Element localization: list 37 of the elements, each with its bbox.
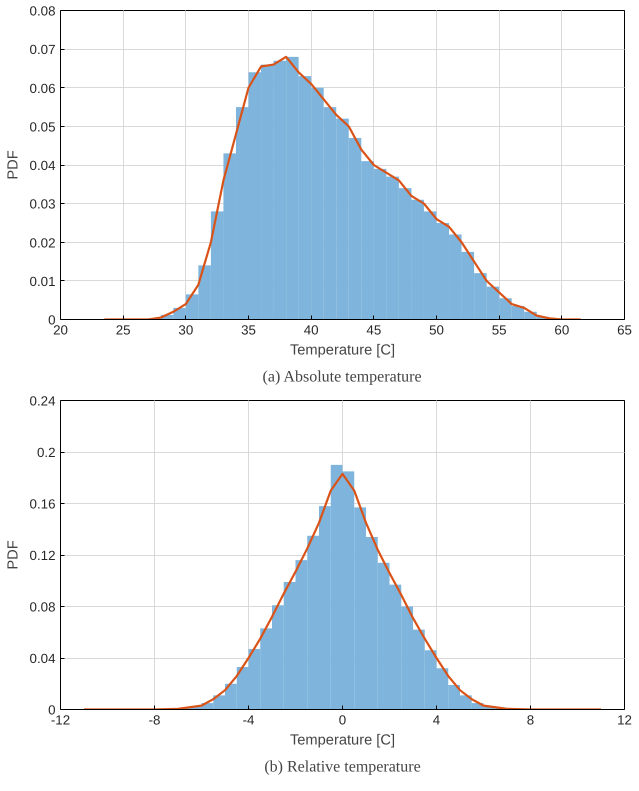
- text: (a) Absolute temperature: [262, 368, 422, 386]
- x-tick-label: -4: [242, 712, 256, 728]
- x-tick-label: 55: [492, 322, 507, 338]
- y-tick-label: 0.05: [30, 119, 56, 134]
- x-tick-label: 65: [617, 322, 632, 338]
- y-tick-label: 0.2: [36, 445, 56, 460]
- y-tick-label: 0.02: [30, 235, 56, 250]
- y-tick-label: 0: [48, 702, 56, 718]
- x-tick-label: 12: [617, 712, 632, 728]
- x-tick-label: 8: [526, 712, 534, 728]
- x-tick-label: 4: [432, 712, 441, 728]
- x-axis-title: Temperature [C]: [290, 732, 396, 748]
- x-tick-label: 0: [338, 712, 346, 728]
- x-tick-label: 25: [116, 322, 131, 338]
- x-axis-title: Temperature [C]: [290, 342, 396, 358]
- y-tick-label: 0.16: [30, 496, 56, 512]
- y-tick-label: 0.03: [30, 196, 56, 212]
- y-axis-title: PDF: [6, 540, 22, 570]
- y-tick-label: 0.04: [30, 651, 56, 666]
- x-tick-label: 30: [178, 322, 194, 338]
- y-tick-label: 0.12: [30, 548, 56, 563]
- x-tick-label: 20: [53, 322, 68, 338]
- y-tick-label: 0.24: [30, 394, 56, 408]
- y-tick-label: 0.07: [30, 42, 56, 58]
- x-tick-label: 50: [429, 322, 444, 338]
- y-tick-label: 0.04: [30, 158, 56, 173]
- y-tick-label: 0.08: [30, 4, 56, 18]
- x-tick-label: 35: [241, 322, 256, 338]
- x-tick-label: 45: [366, 322, 382, 338]
- y-tick-label: 0.08: [30, 600, 56, 614]
- x-tick-label: 40: [304, 322, 319, 338]
- x-tick-label: 60: [554, 322, 570, 338]
- y-tick-label: 0.06: [30, 80, 56, 96]
- y-axis-title: PDF: [6, 150, 22, 180]
- text: (b) Relative temperature: [264, 758, 421, 776]
- y-tick-label: 0.01: [30, 274, 56, 289]
- x-tick-label: -8: [148, 712, 160, 728]
